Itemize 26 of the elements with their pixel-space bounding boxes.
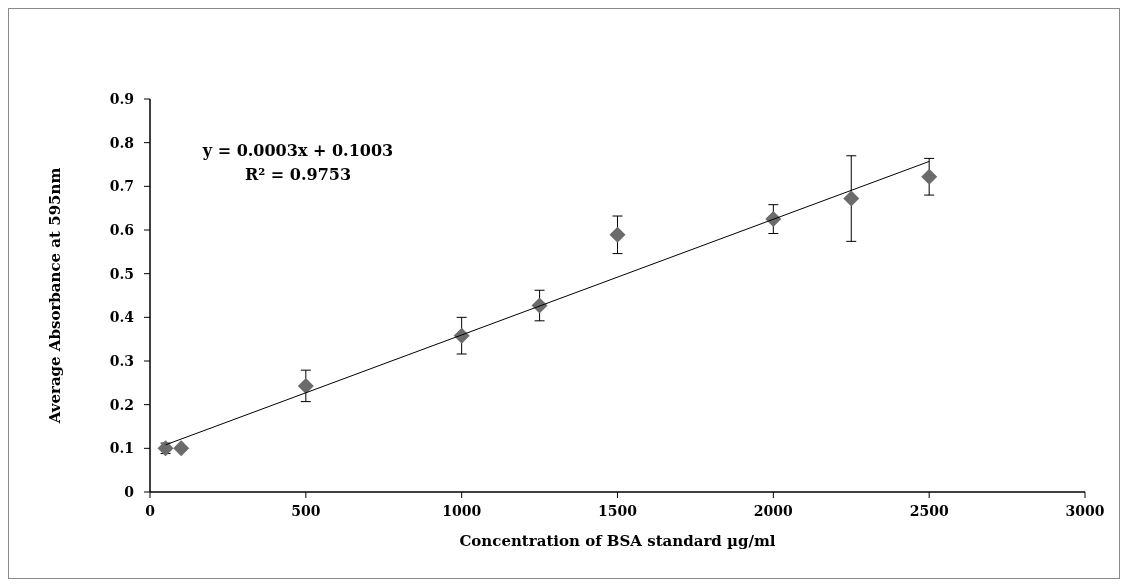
x-tick-label: 2500 <box>909 503 949 519</box>
x-axis-title: Concentration of BSA standard µg/ml <box>459 532 776 550</box>
y-tick-label: 0.3 <box>109 352 134 369</box>
y-tick-label: 0.1 <box>109 440 134 457</box>
annotation: R² = 0.9753 <box>244 165 352 184</box>
x-tick-label: 500 <box>291 503 321 519</box>
x-tick-label: 2000 <box>753 503 794 519</box>
annotation: y = 0.0003x + 0.1003 <box>201 141 394 160</box>
y-tick-label: 0.4 <box>109 309 135 326</box>
y-tick-label: 0.9 <box>109 90 134 107</box>
point <box>843 190 860 207</box>
y-tick-label: 0 <box>124 483 135 500</box>
point <box>297 377 314 394</box>
y-tick-label: 0.7 <box>109 178 134 195</box>
x-tick-label: 1000 <box>442 503 482 519</box>
x-tick-label: 1500 <box>598 503 638 519</box>
point <box>921 168 938 185</box>
x-tick-label: 0 <box>145 503 156 519</box>
point <box>609 226 626 243</box>
y-tick-label: 0.6 <box>109 221 134 238</box>
y-tick-label: 0.5 <box>109 265 134 282</box>
y-tick-label: 0.2 <box>109 396 134 413</box>
point <box>173 440 190 457</box>
y-axis-title: Average Absorbance at 595nm <box>46 167 64 425</box>
y-tick-label: 0.8 <box>109 134 134 151</box>
x-tick-label: 3000 <box>1065 503 1105 519</box>
